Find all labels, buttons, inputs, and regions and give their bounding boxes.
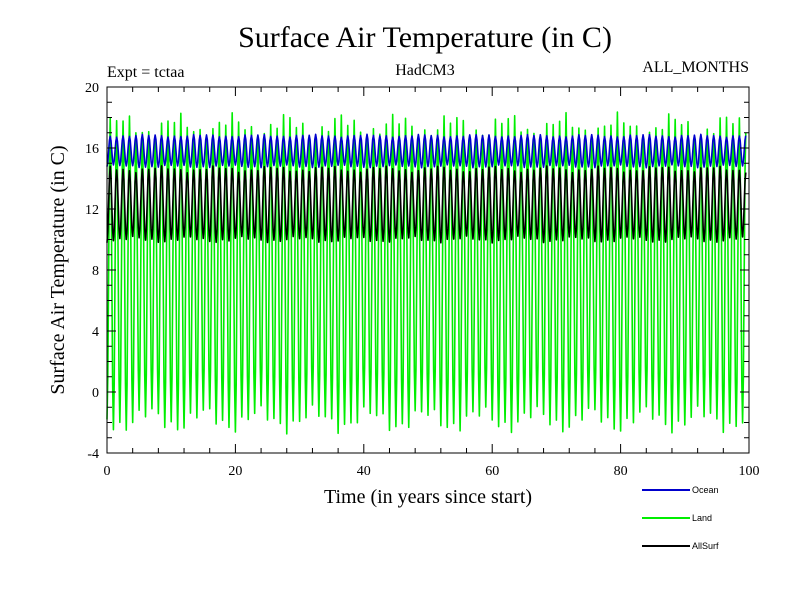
y-tick-label: 8 bbox=[92, 264, 99, 279]
legend: Ocean Land AllSurf bbox=[642, 485, 719, 551]
y-tick-label: 4 bbox=[92, 325, 99, 340]
y-tick-label: 12 bbox=[85, 203, 99, 218]
x-tick-label: 0 bbox=[104, 464, 111, 479]
series-line-allsurf bbox=[106, 165, 747, 244]
series-layer bbox=[106, 111, 747, 435]
x-axis-label: Time (in years since start) bbox=[324, 486, 532, 508]
series-line-land bbox=[106, 111, 747, 435]
series-line-ocean bbox=[106, 133, 747, 169]
legend-label-ocean: Ocean bbox=[692, 485, 719, 495]
y-tick-label: 20 bbox=[85, 81, 99, 96]
x-tick-label: 60 bbox=[485, 464, 499, 479]
x-tick-label: 20 bbox=[228, 464, 242, 479]
legend-label-allsurf: AllSurf bbox=[692, 541, 719, 551]
y-tick-label: -4 bbox=[87, 447, 99, 462]
y-tick-label: 16 bbox=[85, 142, 99, 157]
x-tick-label: 80 bbox=[614, 464, 628, 479]
y-tick-label: 0 bbox=[92, 386, 99, 401]
y-axis-label: Surface Air Temperature (in C) bbox=[47, 145, 69, 394]
x-tick-label: 100 bbox=[739, 464, 760, 479]
legend-label-land: Land bbox=[692, 513, 712, 523]
axes-layer: -4 0 4 8 12 16 20 0 20 40 60 80 100 bbox=[85, 81, 760, 479]
months-label: ALL_MONTHS bbox=[642, 59, 749, 76]
chart-title: Surface Air Temperature (in C) bbox=[238, 21, 612, 54]
experiment-label: Expt = tctaa bbox=[107, 64, 184, 81]
model-label: HadCM3 bbox=[395, 62, 455, 79]
x-tick-label: 40 bbox=[357, 464, 371, 479]
